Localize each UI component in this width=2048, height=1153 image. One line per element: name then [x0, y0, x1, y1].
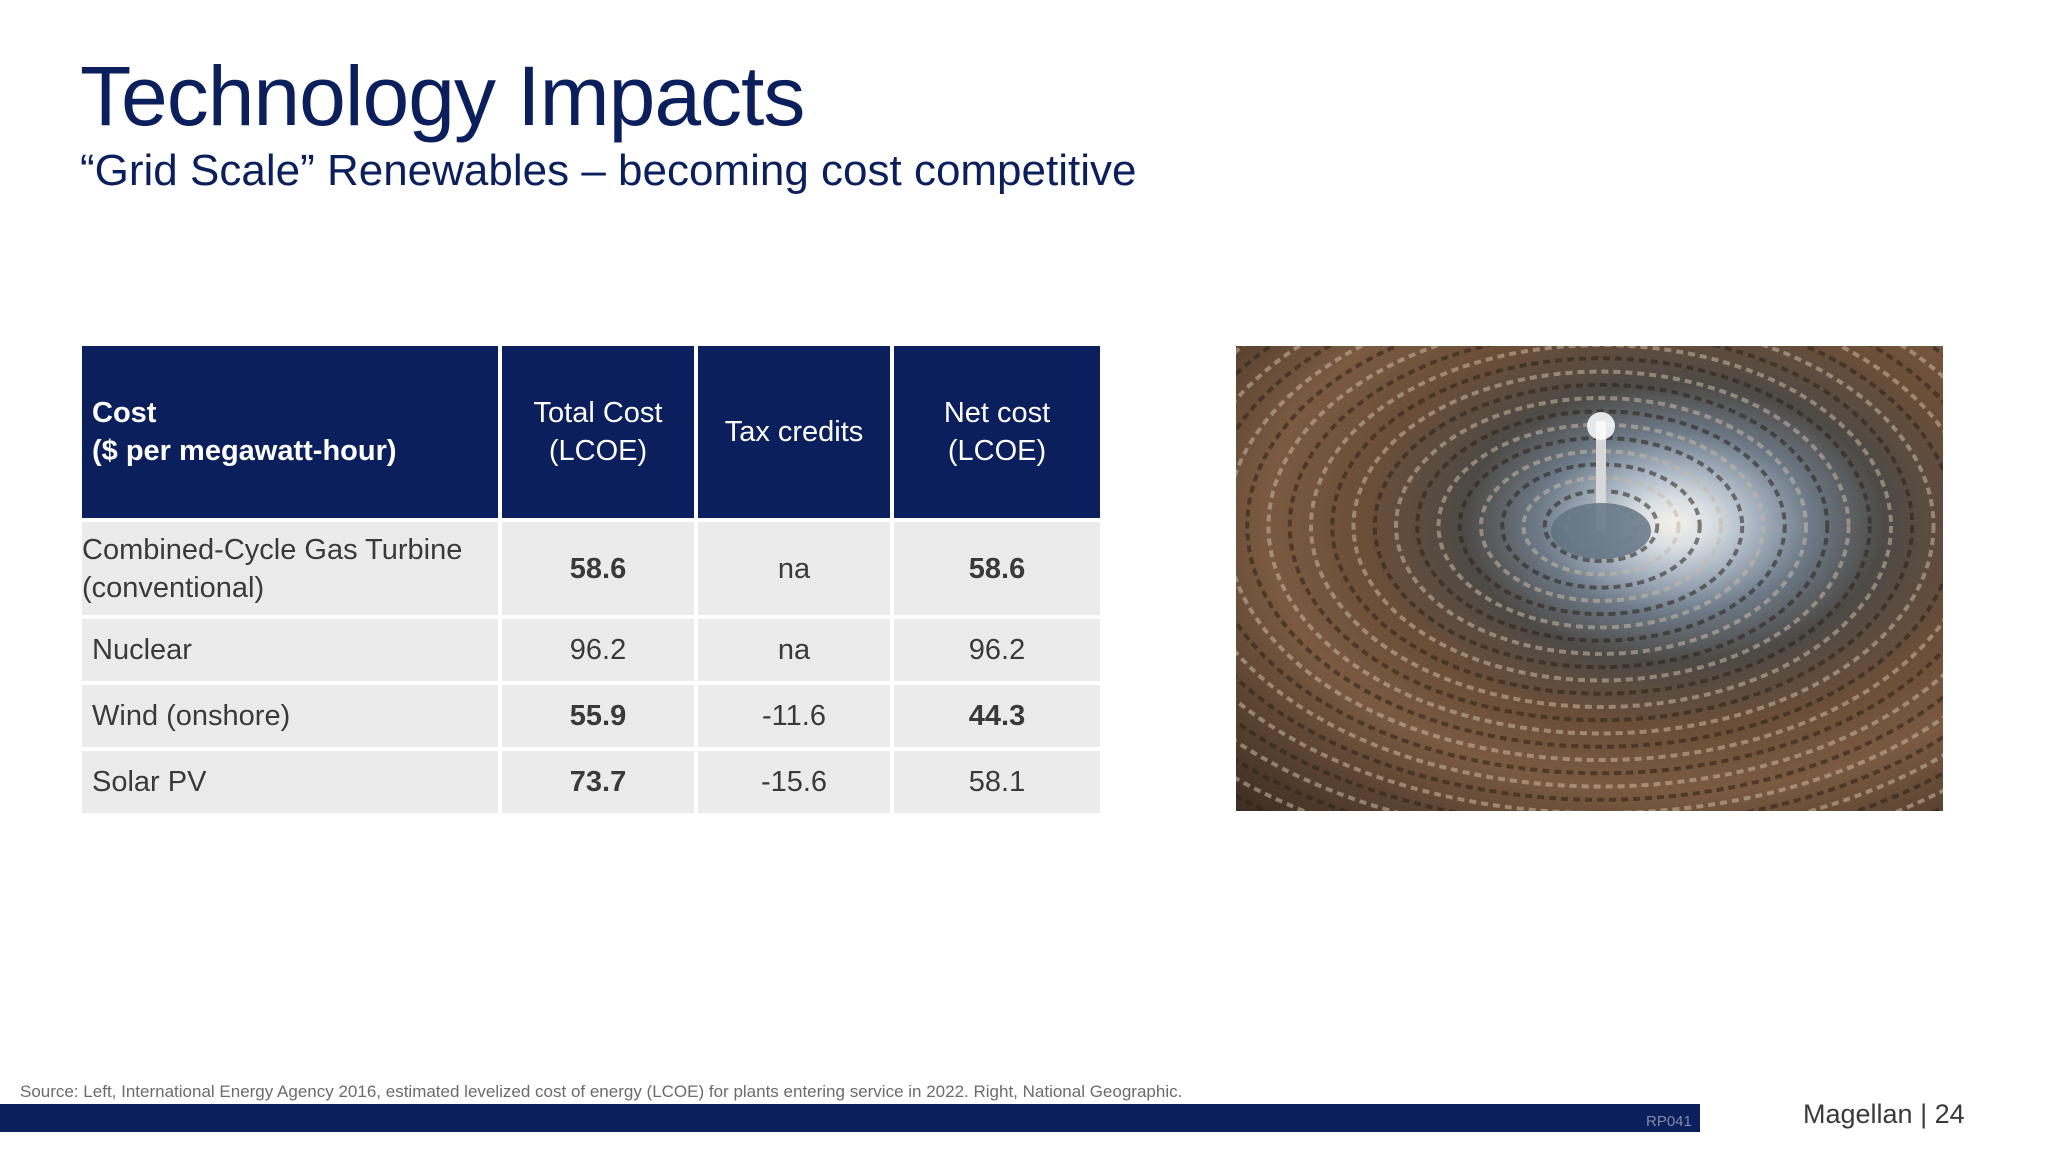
heliostat-ring — [1236, 346, 1943, 762]
tax-credits-cell: -15.6 — [698, 751, 890, 813]
net-cost-cell: 58.1 — [894, 751, 1100, 813]
table-row: Wind (onshore) 55.9 -11.6 44.3 — [82, 685, 1100, 747]
table-row: Solar PV 73.7 -15.6 58.1 — [82, 751, 1100, 813]
net-cost-cell: 96.2 — [894, 619, 1100, 681]
net-cost-cell: 44.3 — [894, 685, 1100, 747]
tax-credits-cell: na — [698, 522, 890, 615]
total-cost-cell: 55.9 — [502, 685, 694, 747]
tower — [1596, 421, 1606, 531]
table-row: Combined-Cycle Gas Turbine (conventional… — [82, 522, 1100, 615]
footer-brand-page: Magellan | 24 — [1803, 1099, 1965, 1129]
heliostat-ring — [1351, 369, 1851, 683]
total-cost-cell: 96.2 — [502, 619, 694, 681]
heliostat-ring — [1236, 346, 1943, 802]
tower-base — [1551, 503, 1651, 559]
solar-plant-photo — [1236, 346, 1943, 811]
page-subtitle: “Grid Scale” Renewables – becoming cost … — [80, 146, 1137, 195]
table-header-row: Cost ($ per megawatt-hour) Total Cost (L… — [82, 346, 1100, 518]
table-row: Nuclear 96.2 na 96.2 — [82, 619, 1100, 681]
cost-table: Cost ($ per megawatt-hour) Total Cost (L… — [78, 342, 1104, 817]
source-note: Source: Left, International Energy Agenc… — [20, 1082, 1183, 1101]
header-tax-credits: Tax credits — [698, 346, 890, 518]
net-cost-cell: 58.6 — [894, 522, 1100, 615]
header-cost: Cost ($ per megawatt-hour) — [82, 346, 498, 518]
heliostat-ring — [1309, 346, 1893, 709]
row-label: Combined-Cycle Gas Turbine (conventional… — [82, 522, 498, 615]
header-total-cost: Total Cost (LCOE) — [502, 346, 694, 518]
heliostat-ring — [1479, 449, 1723, 603]
heliostat-ring — [1500, 462, 1702, 590]
heliostat-ring — [1266, 346, 1936, 736]
page-title: Technology Impacts — [80, 49, 805, 143]
heliostat-ring — [1457, 435, 1745, 617]
total-cost-cell: 73.7 — [502, 751, 694, 813]
footer-bar — [0, 1104, 1700, 1132]
footer-code: RP041 — [1646, 1113, 1692, 1130]
row-label: Wind (onshore) — [82, 685, 498, 747]
row-label: Solar PV — [82, 751, 498, 813]
heliostat-ring — [1415, 409, 1787, 643]
tax-credits-cell: na — [698, 619, 890, 681]
total-cost-cell: 58.6 — [502, 522, 694, 615]
heliostat-ring — [1372, 382, 1830, 670]
heliostat-ring — [1394, 396, 1808, 656]
row-label: Nuclear — [82, 619, 498, 681]
heliostat-ring — [1245, 346, 1943, 749]
receiver-glow — [1587, 412, 1615, 440]
heliostat-ring — [1330, 356, 1872, 696]
tax-credits-cell: -11.6 — [698, 685, 890, 747]
heliostat-field-illustration — [1236, 346, 1943, 811]
header-net-cost: Net cost (LCOE) — [894, 346, 1100, 518]
heliostat-ring — [1287, 346, 1915, 723]
